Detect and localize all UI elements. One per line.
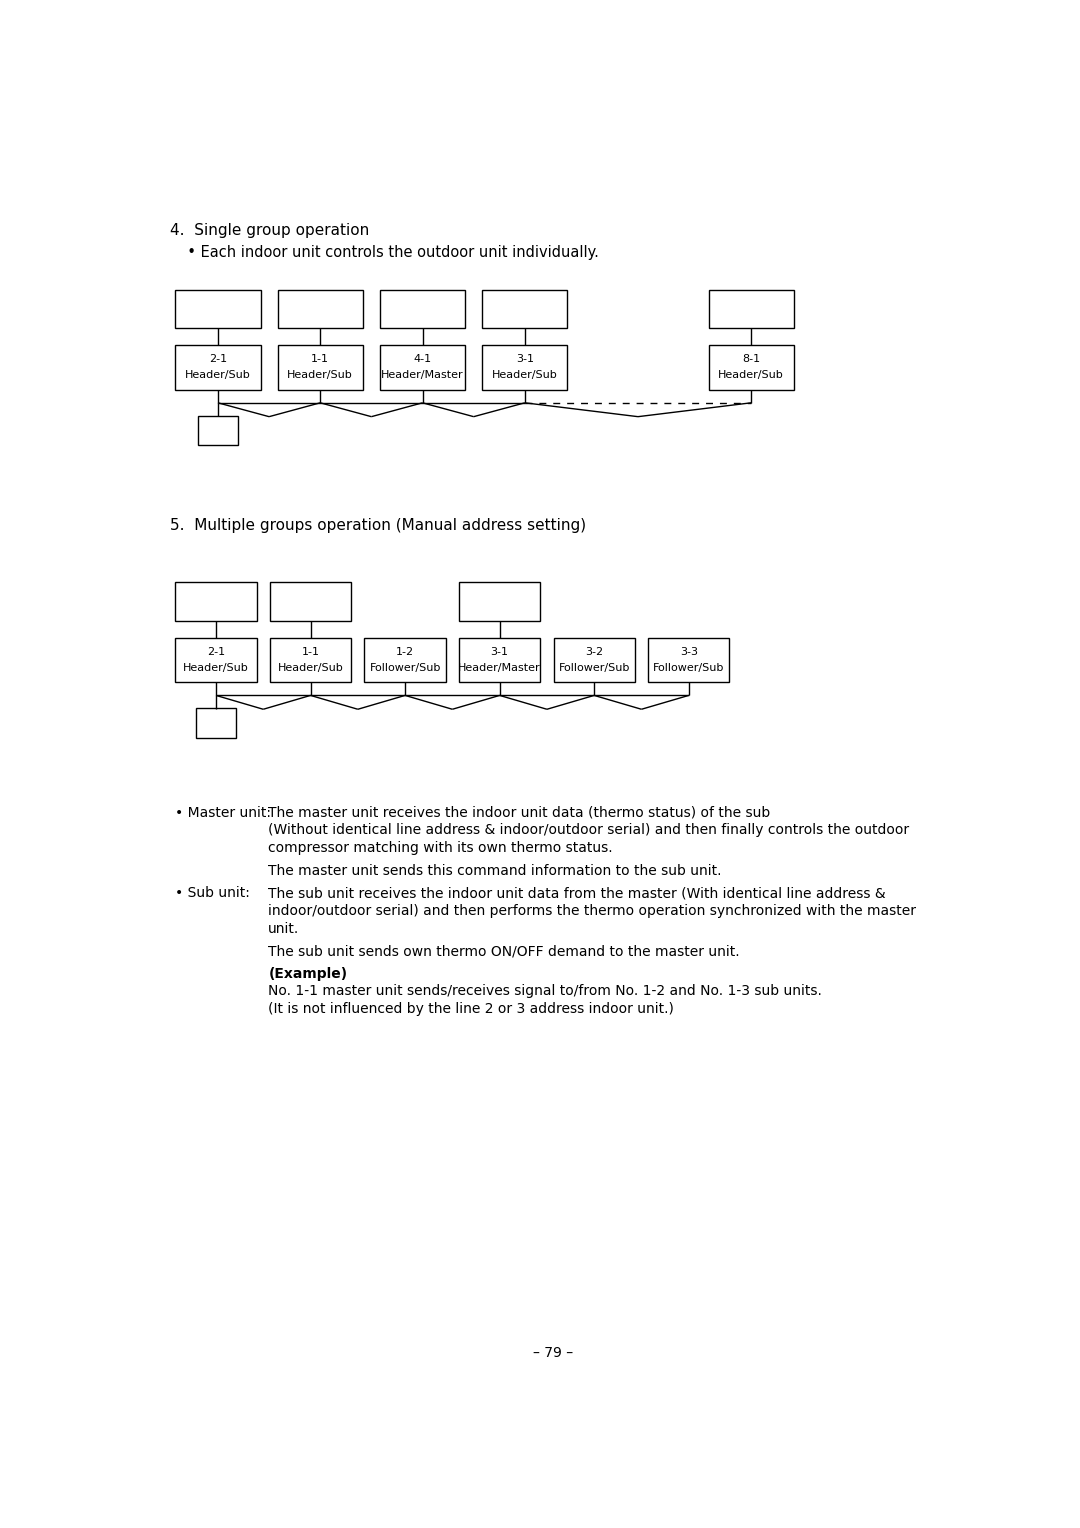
Bar	[482, 290, 567, 329]
Bar	[482, 345, 567, 390]
Bar	[554, 637, 635, 683]
Bar	[278, 345, 363, 390]
Text: Follower/Sub: Follower/Sub	[369, 663, 441, 672]
Bar	[175, 345, 260, 390]
Text: • Sub unit:: • Sub unit:	[175, 886, 251, 900]
Text: 1-1: 1-1	[301, 646, 320, 657]
Text: Header/Master: Header/Master	[458, 663, 541, 672]
Text: 3-3: 3-3	[679, 646, 698, 657]
Bar	[708, 345, 794, 390]
Text: The sub unit receives the indoor unit data from the master (With identical line : The sub unit receives the indoor unit da…	[268, 886, 886, 900]
Text: No. 1-1 master unit sends/receives signal to/from No. 1-2 and No. 1-3 sub units.: No. 1-1 master unit sends/receives signa…	[268, 984, 822, 998]
Text: The master unit receives the indoor unit data (thermo status) of the sub: The master unit receives the indoor unit…	[268, 805, 770, 819]
Bar	[459, 637, 540, 683]
Text: • Master unit:: • Master unit:	[175, 805, 271, 819]
Text: The master unit sends this command information to the sub unit.: The master unit sends this command infor…	[268, 863, 721, 879]
Bar	[380, 290, 465, 329]
Bar	[175, 582, 257, 620]
Text: 1-1: 1-1	[311, 354, 329, 364]
Bar	[175, 290, 260, 329]
Text: Header/Sub: Header/Sub	[492, 370, 557, 380]
Bar	[278, 290, 363, 329]
Text: • Each indoor unit controls the outdoor unit individually.: • Each indoor unit controls the outdoor …	[177, 244, 598, 260]
Bar	[364, 637, 446, 683]
Text: Header/Sub: Header/Sub	[718, 370, 784, 380]
Text: Follower/Sub: Follower/Sub	[653, 663, 725, 672]
Text: – 79 –: – 79 –	[534, 1346, 573, 1360]
Text: 2-1: 2-1	[208, 354, 227, 364]
Bar	[195, 709, 237, 738]
Text: Header/Sub: Header/Sub	[184, 663, 248, 672]
Bar	[175, 637, 257, 683]
Text: 8-1: 8-1	[742, 354, 760, 364]
Bar	[380, 345, 465, 390]
Bar	[708, 290, 794, 329]
Text: (It is not influenced by the line 2 or 3 address indoor unit.): (It is not influenced by the line 2 or 3…	[268, 1002, 674, 1016]
Text: 4-1: 4-1	[414, 354, 432, 364]
Text: 3-1: 3-1	[516, 354, 534, 364]
Text: compressor matching with its own thermo status.: compressor matching with its own thermo …	[268, 840, 613, 856]
Text: The sub unit sends own thermo ON/OFF demand to the master unit.: The sub unit sends own thermo ON/OFF dem…	[268, 944, 740, 958]
Text: Header/Sub: Header/Sub	[185, 370, 251, 380]
Text: indoor/outdoor serial) and then performs the thermo operation synchronized with : indoor/outdoor serial) and then performs…	[268, 903, 916, 918]
Bar	[270, 582, 351, 620]
Text: 4.  Single group operation: 4. Single group operation	[170, 223, 369, 238]
Bar	[459, 582, 540, 620]
Text: Follower/Sub: Follower/Sub	[558, 663, 630, 672]
Text: Header/Master: Header/Master	[381, 370, 463, 380]
Text: 3-2: 3-2	[585, 646, 604, 657]
Text: 2-1: 2-1	[207, 646, 225, 657]
Text: 1-2: 1-2	[396, 646, 414, 657]
Bar	[198, 416, 238, 445]
Text: 5.  Multiple groups operation (Manual address setting): 5. Multiple groups operation (Manual add…	[170, 518, 586, 533]
Bar	[648, 637, 729, 683]
Text: (Example): (Example)	[268, 967, 348, 981]
Text: Header/Sub: Header/Sub	[278, 663, 343, 672]
Text: 3-1: 3-1	[490, 646, 509, 657]
Bar	[270, 637, 351, 683]
Text: unit.: unit.	[268, 921, 299, 935]
Text: Header/Sub: Header/Sub	[287, 370, 353, 380]
Text: (Without identical line address & indoor/outdoor serial) and then finally contro: (Without identical line address & indoor…	[268, 824, 909, 837]
